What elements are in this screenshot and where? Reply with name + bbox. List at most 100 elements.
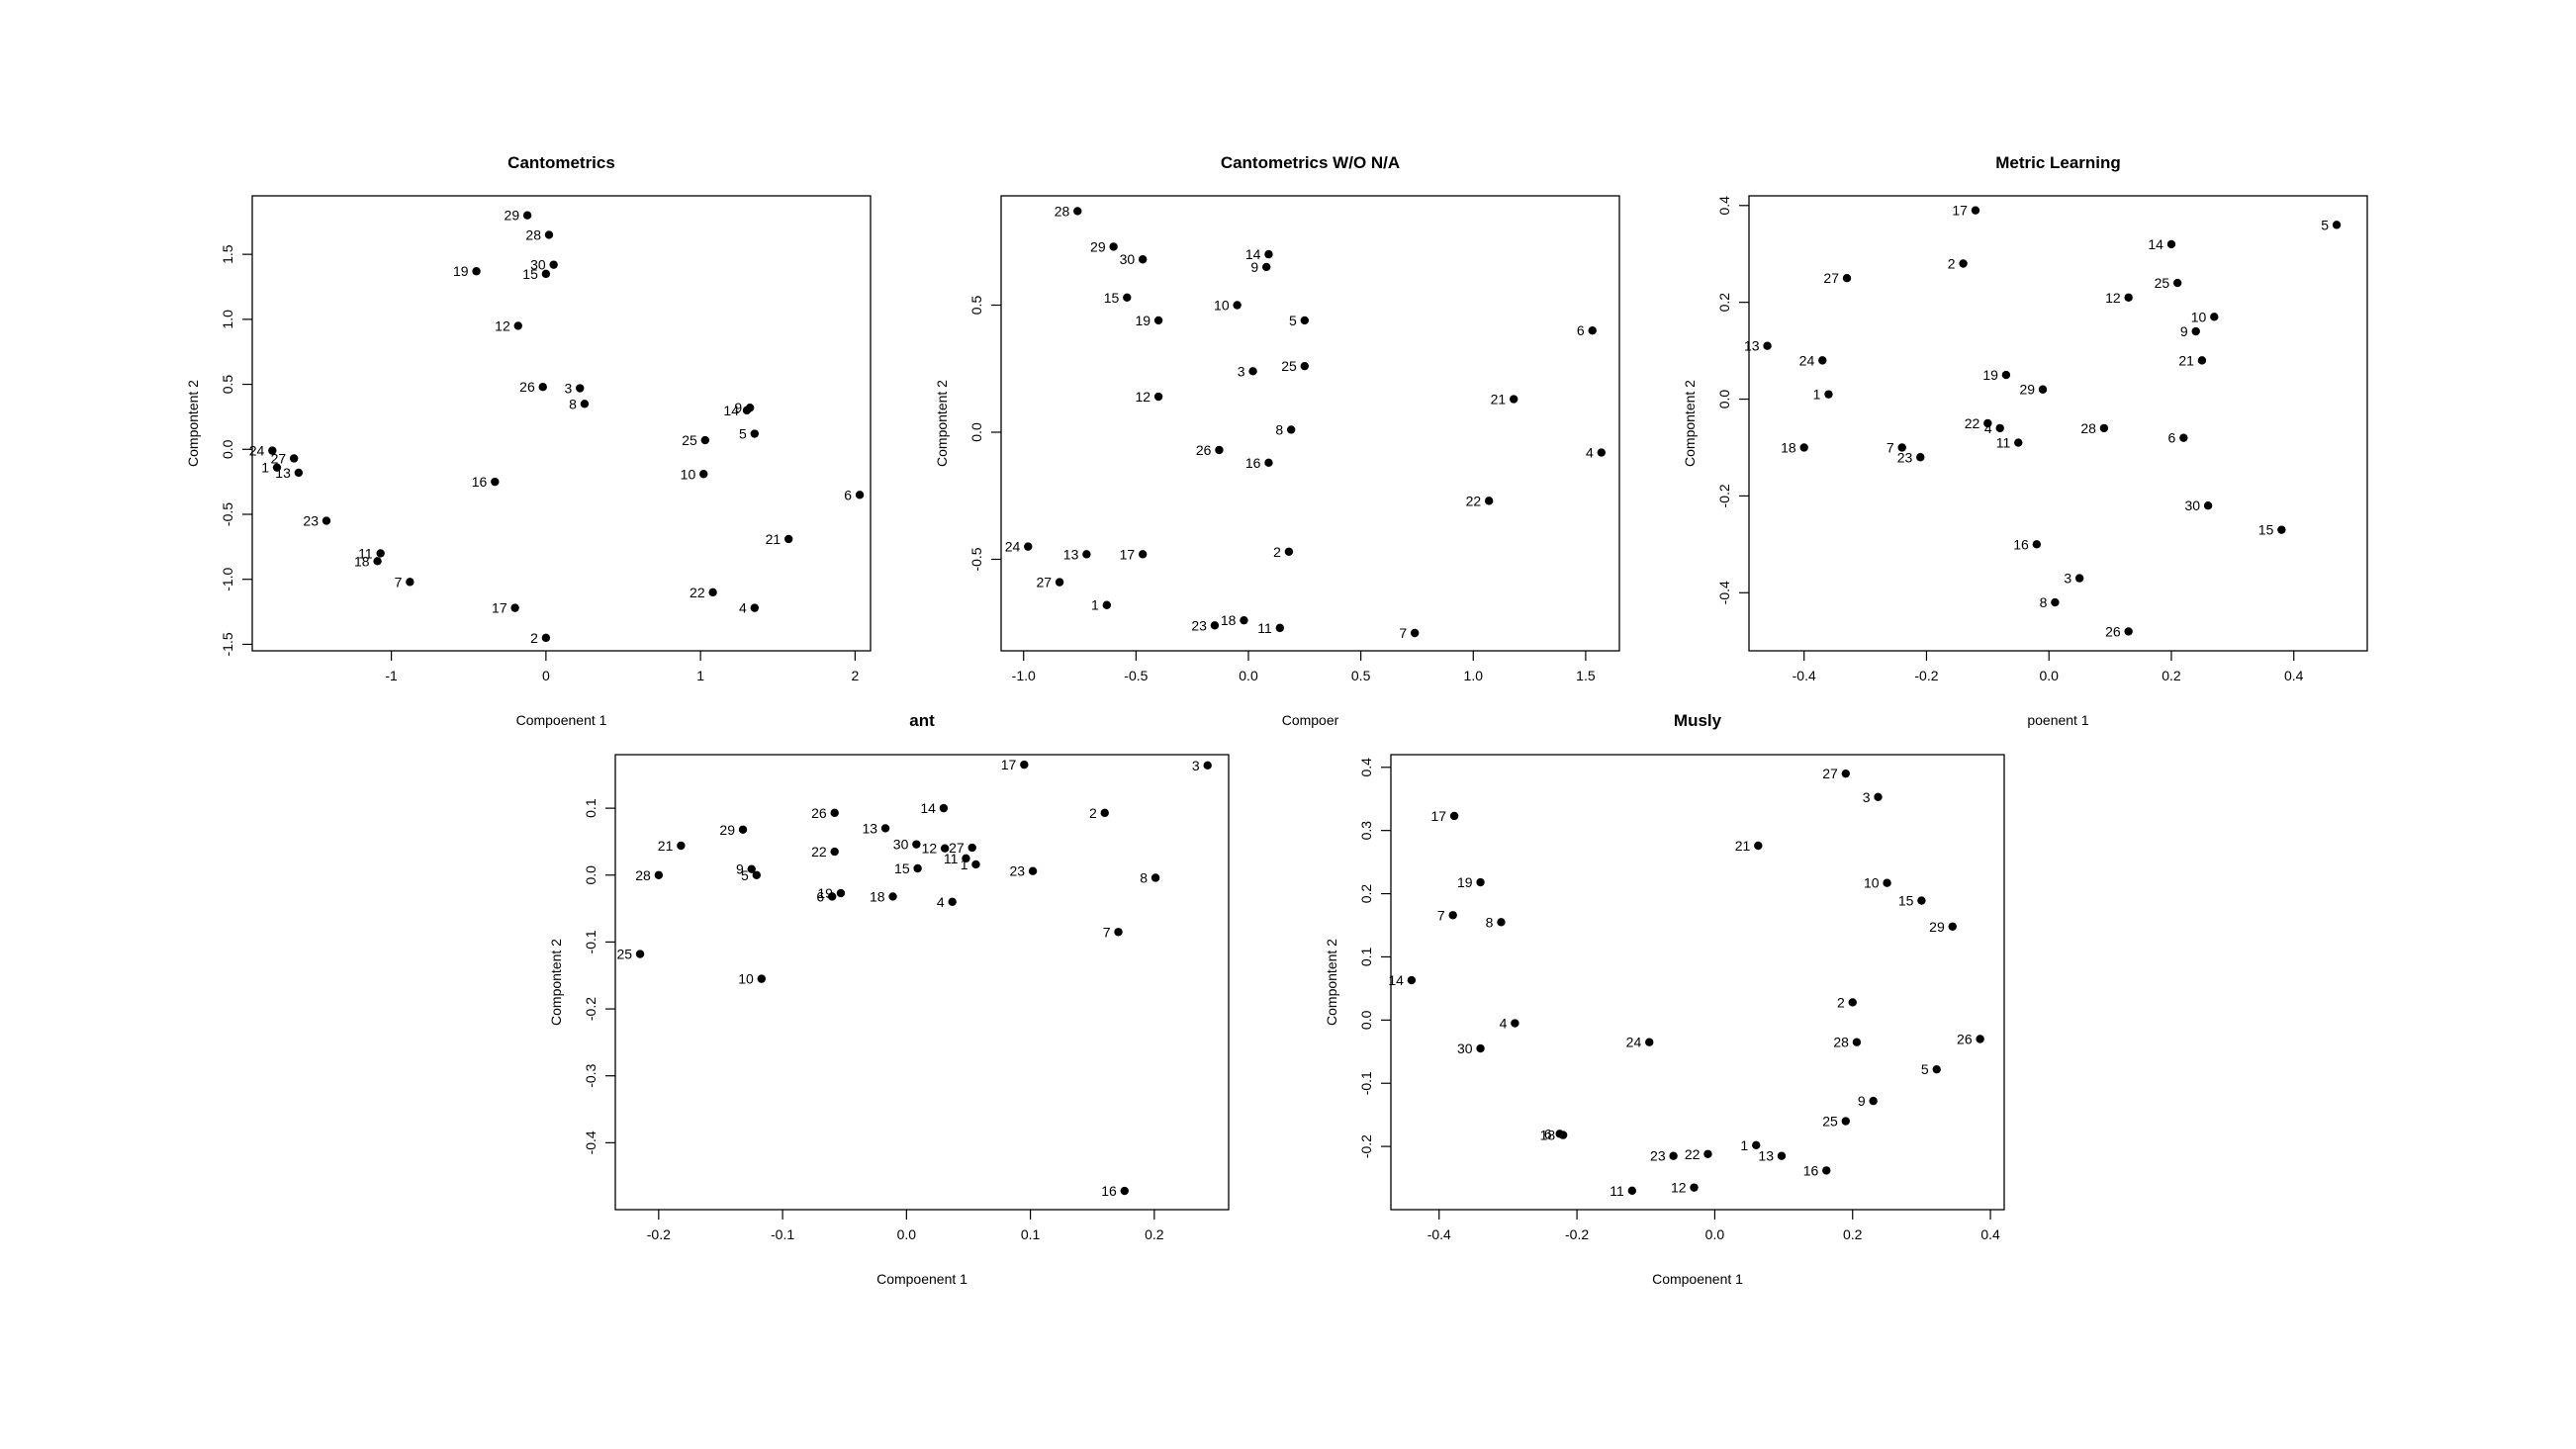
data-point [1275,623,1285,633]
data-point [962,854,970,863]
point-label: 12 [1136,389,1151,405]
data-point [1818,356,1827,365]
data-point [1248,367,1257,376]
data-point [2124,627,2133,636]
y-tick-label: 0.0 [1358,1010,1374,1030]
x-tick-label: -1 [385,668,398,683]
x-tick-label: 1 [696,668,704,683]
data-point [538,383,547,392]
data-point [1448,911,1457,920]
y-tick-label: -0.4 [1716,581,1732,604]
chart-title: ant [909,711,935,730]
data-point [1261,262,1271,272]
data-point [752,870,761,879]
plot-frame [614,754,1230,1211]
data-point [1100,808,1109,818]
data-point [1123,293,1132,302]
y-tick-label: 0.4 [1716,196,1732,216]
data-point [2172,278,2182,288]
data-point [1509,395,1518,404]
data-point [750,429,760,438]
point-label: 28 [635,867,651,883]
point-label: 3 [1238,363,1245,379]
y-tick-label: -0.1 [583,930,598,953]
y-tick-label: -1.5 [220,632,235,656]
point-label: 16 [1245,455,1261,471]
data-point [1153,392,1163,402]
data-point [677,841,686,851]
point-label: 1 [1091,597,1099,613]
data-point [2014,438,2023,447]
point-label: 15 [1104,290,1120,306]
data-point [1959,259,1968,268]
y-tick-label: -0.5 [968,547,984,571]
y-tick-label: 0.0 [968,422,984,442]
data-point [1153,316,1163,325]
scatter-panel-3: Metric Learning -0.4 -0.2 0.0 0.2 0.4 -0.4 -0.2… [1682,153,2368,728]
x-tick-label: -0.2 [1914,668,1938,683]
data-point [1822,1166,1831,1175]
y-axis-label: Compontent 2 [1682,380,1698,467]
point-label: 9 [734,400,742,415]
point-label: 19 [1136,313,1151,328]
data-point [747,864,756,873]
data-point [1138,550,1148,559]
data-point [376,549,385,558]
data-point [939,803,949,813]
data-point [880,824,890,833]
point-label: 18 [1540,1128,1556,1143]
data-point [1073,207,1082,216]
data-point [855,491,865,499]
data-point [1824,390,1833,399]
data-point [1597,448,1607,457]
point-label: 15 [1898,893,1914,909]
data-point [1407,975,1417,985]
scatter-panel-5: Musly -0.4 -0.2 0.0 0.2 0.4 -0.2 -0.1 0.0 0.1 0.2 0… [1324,711,2005,1287]
point-label: 1 [1740,1137,1748,1153]
chart-title: Musly [1674,711,1722,730]
point-label: 2 [530,630,538,646]
data-point [1476,877,1485,887]
data-point [1976,1035,1984,1043]
plot-frame [1000,195,1620,652]
data-point [1841,769,1850,778]
y-tick-label: -0.5 [220,502,235,526]
point-label: 14 [2148,236,2163,252]
data-point [2210,313,2219,321]
data-point [738,825,748,834]
point-label: 21 [1735,838,1751,854]
y-tick-label: 0.0 [583,865,598,885]
y-tick-label: -0.4 [583,1131,598,1154]
data-point [549,260,558,269]
data-point [1841,1117,1850,1126]
point-label: 8 [1486,914,1494,930]
point-label: 9 [736,861,744,877]
data-point [2032,540,2042,549]
data-point [2001,370,2011,380]
point-label: 11 [944,851,959,866]
x-tick-label: -0.2 [1565,1226,1589,1242]
data-point [1627,1186,1637,1196]
data-point [2074,574,2084,583]
point-label: 21 [766,531,782,547]
data-point [836,888,846,898]
point-label: 4 [1586,445,1594,461]
point-label: 16 [1803,1162,1819,1178]
data-point [1852,1038,1862,1046]
point-label: 14 [1245,246,1261,262]
data-point [1215,445,1224,455]
point-label: 29 [1929,919,1945,935]
point-label: 1 [261,460,269,476]
y-axis-label: Compontent 2 [185,380,201,467]
data-point [2332,221,2342,229]
point-label: 19 [1457,874,1473,890]
data-point [1555,1130,1564,1138]
point-label: 2 [1089,805,1097,821]
point-label: 7 [395,574,403,589]
x-axis-label: Compoer [1282,712,1339,728]
data-point [510,603,519,612]
point-label: 8 [1140,869,1148,885]
point-label: 8 [1275,421,1283,437]
point-label: 3 [1863,789,1871,805]
data-point [967,843,976,853]
